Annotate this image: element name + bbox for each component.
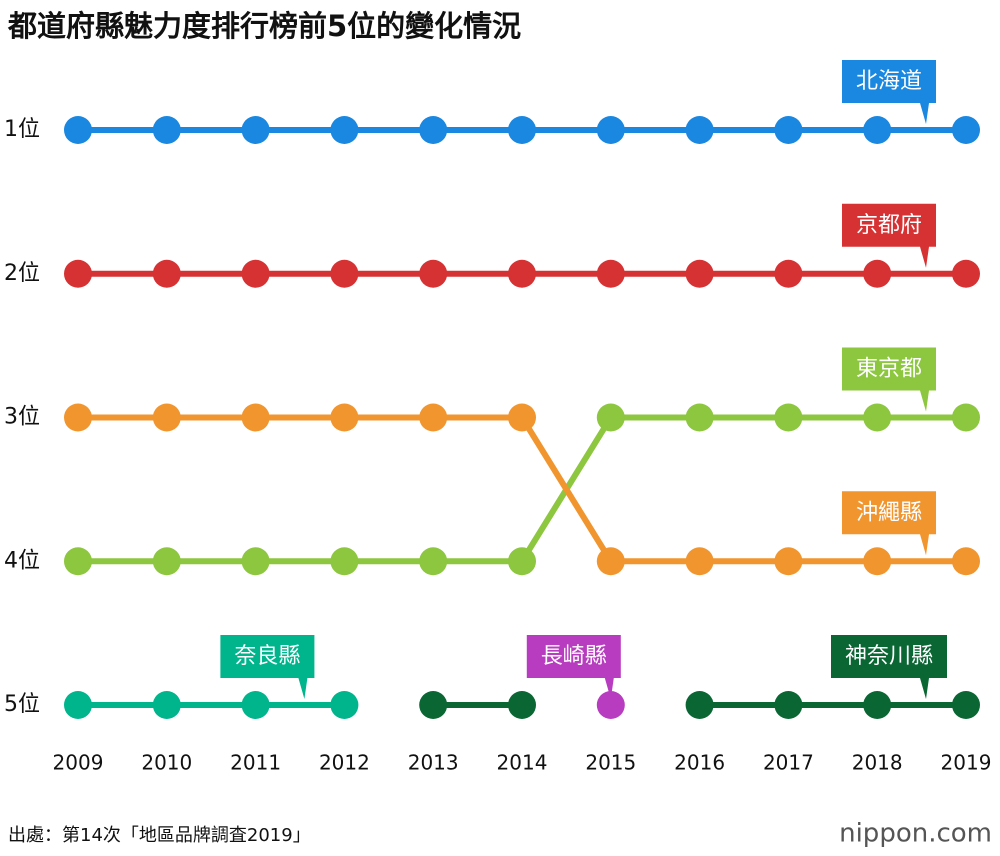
marker [64,691,92,719]
marker [952,547,980,576]
marker [152,403,181,432]
x-tick-label: 2014 [497,751,548,775]
callout-box [841,491,937,556]
marker [863,547,892,576]
x-tick-label: 2015 [585,751,636,775]
marker [241,691,270,719]
marker [330,691,359,719]
marker [241,547,270,576]
marker [241,259,270,288]
marker [596,403,625,432]
marker [508,691,536,719]
series-callout: 東京都 [841,347,937,412]
x-tick-label: 2017 [763,751,814,775]
logo: nippon.com [839,819,992,849]
series-callout: 沖繩縣 [841,491,937,556]
marker [596,547,625,576]
marker [863,259,892,288]
marker [685,691,714,719]
marker [863,403,892,432]
series-callout: 奈良縣 [220,635,315,699]
x-tick-label: 2016 [674,751,725,775]
series-callout: 神奈川縣 [830,635,948,699]
series-line [78,414,966,565]
y-tick-label: 2位 [4,261,40,286]
marker [596,259,625,288]
marker [330,116,359,144]
legend-label: 沖繩縣 [856,500,922,525]
x-tick-label: 2009 [53,751,104,775]
marker [330,547,359,576]
marker [863,691,892,719]
series-callout: 長崎縣 [526,635,621,699]
callout-box [220,635,315,699]
marker [330,403,359,432]
legend-label: 北海道 [856,69,922,94]
marker [952,691,980,719]
marker [508,259,536,288]
marker [64,403,92,432]
x-tick-label: 2019 [941,751,992,775]
marker [152,259,181,288]
callout-box [841,203,937,268]
marker [508,547,536,576]
marker [152,691,181,719]
marker [952,116,980,144]
marker [774,259,803,288]
marker [64,259,92,288]
marker [419,547,448,576]
x-tick-label: 2011 [230,751,281,775]
marker [64,547,92,576]
marker [685,403,714,432]
marker [952,403,980,432]
marker [330,259,359,288]
legend-label: 長崎縣 [541,644,607,669]
marker [64,116,92,144]
marker [241,403,270,432]
legend-label: 神奈川縣 [845,644,933,669]
marker [774,116,803,144]
marker [774,547,803,576]
source: 出處：第14次「地區品牌調査2019」 [8,825,311,846]
marker [685,259,714,288]
marker [774,403,803,432]
callout-box [841,347,937,412]
callout-box [830,635,948,699]
callout-box [841,60,937,124]
marker [596,691,625,719]
x-tick-label: 2012 [319,751,370,775]
marker [508,403,536,432]
y-tick-label: 1位 [4,117,40,142]
y-tick-label: 3位 [4,405,40,430]
series-callout: 北海道 [841,60,937,124]
marker [508,116,536,144]
marker [863,116,892,144]
y-tick-label: 4位 [4,548,40,573]
marker [685,116,714,144]
series-callout: 京都府 [841,203,937,268]
series-line [78,414,966,565]
marker [685,547,714,576]
marker [419,403,448,432]
callout-box [526,635,621,699]
x-tick-label: 2013 [408,751,459,775]
marker [419,116,448,144]
legend-label: 東京都 [856,357,922,382]
y-tick-label: 5位 [4,692,40,717]
marker [152,116,181,144]
marker [419,259,448,288]
legend-label: 京都府 [856,213,922,238]
chart-title: 都道府縣魅力度排行榜前5位的變化情況 [7,9,521,43]
marker [152,547,181,576]
marker [774,691,803,719]
marker [952,259,980,288]
x-tick-label: 2018 [852,751,903,775]
marker [419,691,448,719]
marker [241,116,270,144]
x-tick-label: 2010 [141,751,192,775]
legend-label: 奈良縣 [234,644,300,669]
marker [596,116,625,144]
